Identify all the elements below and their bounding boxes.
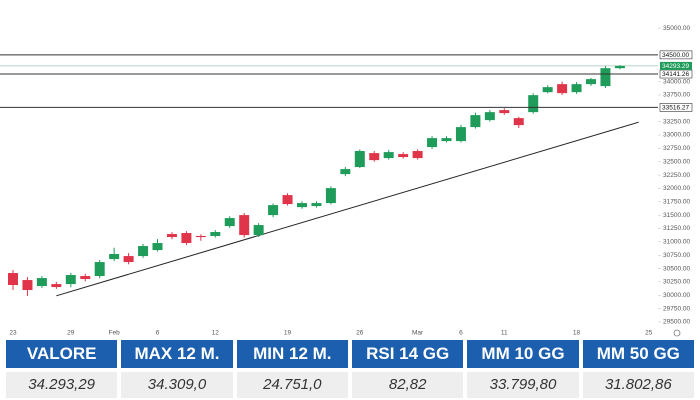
x-tick-label: 23 [9,330,17,337]
candle-body [239,215,250,236]
candle-body [455,127,466,142]
level-label: 34141.26 [662,71,689,78]
chart: 35000.00 34000.00 33750.00 33250.00 33000.00… [0,25,693,337]
candle-body [441,138,452,142]
candle-body [195,235,206,238]
y-tick-label: 30000.00 [663,292,690,299]
candle-body [297,203,307,208]
candle-body [600,68,611,87]
y-tick-label: 31750.00 [663,198,690,205]
x-tick-label: 18 [573,330,581,337]
candle-body [166,234,177,238]
value-cell: 82,82 [352,372,464,398]
x-tick-label: Mar [412,330,424,337]
candle-body [325,188,336,204]
candle-body [354,151,365,168]
candle-body [253,225,264,236]
y-tick-label: 29500.00 [663,319,690,326]
value-cell: 34.309,0 [121,372,233,398]
candle-body [8,273,18,286]
candle-body [484,112,495,121]
x-tick-label: 25 [645,330,653,337]
candle-body [268,205,279,216]
candle-body [470,115,481,128]
candle-body [369,153,380,161]
trendline [56,121,639,297]
candle-body [499,110,510,114]
candle-body [210,232,221,236]
value-cell: 31.802,86 [582,372,694,398]
header-cell: MIN 12 M. [236,340,348,368]
candle-body [123,256,134,263]
candle-body [586,79,596,85]
candle-body [36,278,47,287]
value-cell: 24.751,0 [236,372,348,398]
level-label: 34500.00 [662,52,689,59]
y-tick-label: 31250.00 [663,225,690,232]
candle-body [51,284,62,288]
level-label: 33516.27 [662,104,689,111]
candle-body [614,65,625,69]
y-tick-label: 32250.00 [663,172,690,179]
candle-body [412,151,423,159]
level-label-box [659,50,693,60]
candle-body [80,276,91,280]
value-cell: 34.293,29 [6,372,118,398]
candle-body [282,195,293,205]
candle-body [224,218,235,227]
last-price-label: 34293.29 [662,63,689,70]
level-label-box [659,69,693,79]
y-tick-label: 33000.00 [663,132,690,139]
settings-icon [673,329,681,337]
candle-body [181,233,192,244]
header-cell: VALORE [6,340,118,368]
y-tick-label: 32750.00 [663,145,690,152]
y-tick-label: 33750.00 [663,92,690,99]
x-tick-label: 26 [356,330,364,337]
y-tick-label: 30750.00 [663,252,690,259]
x-tick-label: 29 [67,330,75,337]
stats-table: VALORE MAX 12 M. MIN 12 M. RSI 14 GG MM 10 G… [6,340,694,398]
x-tick-label: 19 [284,330,292,337]
y-tick-label: 30250.00 [663,279,690,286]
y-tick-label: 35000.00 [663,25,690,32]
candle-body [138,246,149,257]
header-cell: RSI 14 GG [352,340,464,368]
level-label-box [659,103,693,112]
y-tick-label: 34000.00 [663,78,690,85]
x-tick-label: Feb [109,330,121,337]
candle-body [513,118,524,126]
y-tick-label: 29750.00 [663,305,690,312]
y-tick-label: 31500.00 [663,212,690,219]
x-tick-label: 6 [156,330,160,337]
candle-body [427,138,438,148]
header-cell: MM 50 GG [582,340,694,368]
candle-body [542,87,553,93]
candle-body [528,95,539,113]
y-tick-label: 30500.00 [663,265,690,272]
candle-body [152,243,163,251]
candle-body [311,203,322,207]
y-tick-label: 32500.00 [663,158,690,165]
candle-body [398,154,409,158]
y-tick-label: 31000.00 [663,239,690,246]
candle-body [571,84,582,93]
candle-body [557,84,568,94]
candle-body [94,262,105,277]
header-cell: MAX 12 M. [121,340,233,368]
value-cell: 33.799,80 [467,372,579,398]
candle-body [109,254,120,260]
candle-body [340,169,351,175]
y-tick-label: 33250.00 [663,118,690,125]
x-tick-label: 6 [459,330,463,337]
candle-body [383,152,394,159]
candle-body [65,275,76,285]
candle-body [22,280,33,291]
header-cell: MM 10 GG [467,340,579,368]
y-tick-label: 32000.00 [663,185,690,192]
last-price-box [660,61,692,70]
x-tick-label: 12 [212,330,220,337]
x-tick-label: 11 [501,330,508,337]
